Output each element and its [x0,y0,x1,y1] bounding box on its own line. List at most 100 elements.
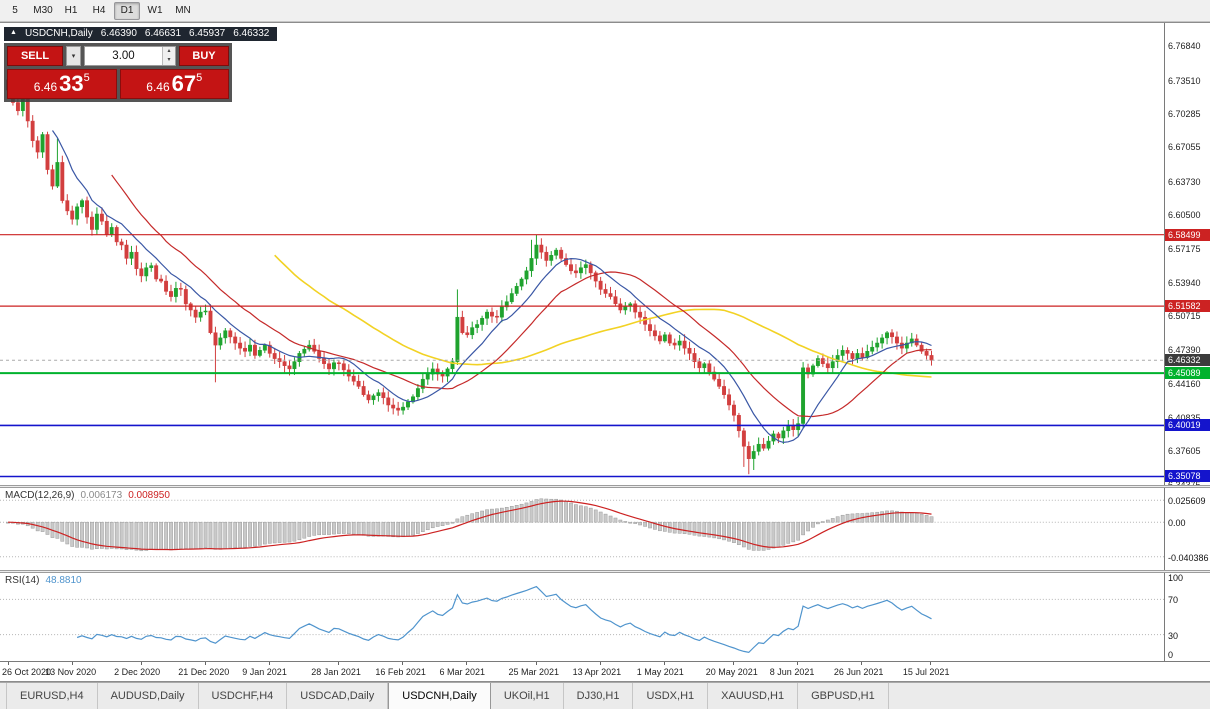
pane-splitter[interactable] [0,485,1210,488]
buy-price-button[interactable]: 6.46 67 5 [119,69,229,99]
rsi-canvas[interactable] [0,573,1164,661]
chart-tab-usdcad-daily[interactable]: USDCAD,Daily [287,683,389,709]
price-scale-label: 6.76840 [1168,41,1201,52]
time-axis-label: 20 May 2021 [705,667,758,677]
chart-window: ▲ USDCNH,Daily 6.46390 6.46631 6.45937 6… [0,22,1210,682]
chart-tab-usdchf-h4[interactable]: USDCHF,H4 [199,683,288,709]
timeframe-button-m30[interactable]: M30 [33,5,53,16]
chart-symbol-arrow-icon: ▲ [10,29,17,36]
time-axis-tick [338,662,340,665]
time-axis-tick [860,662,862,665]
price-scale-label: 6.60500 [1168,209,1201,220]
chart-tab-usdx-h1[interactable]: USDX,H1 [633,683,709,709]
rsi-scale-label: 70 [1168,595,1179,606]
sell-price-button[interactable]: 6.46 33 5 [7,69,117,99]
timeframe-button-w1[interactable]: W1 [147,5,163,16]
macd-scale-label: 0.00 [1168,518,1186,529]
current-price-badge: 6.46332 [1165,354,1210,367]
buy-price-prefix: 6.46 [146,80,170,94]
rsi-scale-label: 0 [1168,650,1174,660]
chart-tab-dj30-h1[interactable]: DJ30,H1 [564,683,634,709]
time-axis-label: 28 Jan 2021 [311,667,361,677]
price-scale-label: 6.70285 [1168,108,1201,119]
buy-button[interactable]: BUY [179,46,229,66]
rsi-scale[interactable]: 100 70 30 0 [1164,573,1210,661]
rsi-plot[interactable]: RSI(14) 48.8810 [0,573,1164,661]
macd-scale[interactable]: 0.025609 0.00 -0.040386 [1164,488,1210,570]
time-axis-tick [466,662,468,665]
ohlc-low: 6.45937 [189,28,226,39]
price-chart-canvas[interactable] [0,23,1164,485]
timeframe-button-5[interactable]: 5 [12,5,18,16]
sell-button[interactable]: SELL [7,46,63,66]
hline-price-badge: 6.58499 [1165,228,1210,241]
hline-price-badge: 6.35078 [1165,470,1210,483]
volume-decrease-icon[interactable]: ▾ [163,56,175,65]
timeframe-button-h4[interactable]: H4 [92,5,106,16]
rsi-pane: RSI(14) 48.8810 100 70 30 0 [0,573,1210,661]
macd-pane: MACD(12,26,9) 0.006173 0.008950 0.025609… [0,488,1210,570]
price-scale-label: 6.40835 [1168,413,1201,424]
volume-spinner: ▴ ▾ [162,47,175,65]
price-scale-label: 6.67055 [1168,142,1201,153]
price-scale-label: 6.73510 [1168,75,1201,86]
chart-symbol: USDCNH,Daily [24,28,93,39]
time-axis-label: 25 Mar 2021 [508,667,560,677]
price-scale[interactable]: 6.76840 6.73510 6.70285 6.67055 6.63730 6.605… [1164,23,1210,485]
time-axis-tick [599,662,601,665]
chart-tab-gbpusd-h1[interactable]: GBPUSD,H1 [798,683,889,709]
volume-increase-icon[interactable]: ▴ [163,47,175,56]
chart-tab-eurusd-h4[interactable]: EURUSD,H4 [6,683,98,709]
sell-price-prefix: 6.46 [33,80,58,94]
buy-price-big: 67 [171,71,197,96]
ohlc-close: 6.46332 [233,28,270,39]
time-axis-label: 9 Jan 2021 [242,667,287,677]
time-axis-tick [141,662,143,665]
chart-tab-usdcnh-daily[interactable]: USDCNH,Daily [388,683,491,709]
time-axis-label: 26 Oct 2020 [2,667,52,677]
macd-scale-label: -0.040386 [1168,552,1209,563]
macd-plot[interactable]: MACD(12,26,9) 0.006173 0.008950 [0,488,1164,570]
ohlc-high: 6.46631 [144,28,182,39]
chart-tab-ukoil-h1[interactable]: UKOil,H1 [491,683,564,709]
price-scale-label: 6.50715 [1168,311,1201,321]
one-click-trading-panel: SELL ▾ ▴ ▾ BUY 6.46 [4,43,232,102]
volume-dropdown-button[interactable]: ▾ [66,46,81,66]
timeframe-button-h1[interactable]: H1 [64,5,78,16]
price-scale-label: 6.53940 [1168,277,1201,288]
time-axis-label: 1 May 2021 [636,667,684,677]
hline-price-badge: 6.51582 [1165,300,1210,313]
volume-input[interactable] [85,47,162,65]
pane-splitter[interactable] [0,570,1210,573]
price-plot[interactable]: ▲ USDCNH,Daily 6.46390 6.46631 6.45937 6… [0,23,1164,485]
time-axis-label: 2 Dec 2020 [114,667,161,677]
hline-price-badge: 6.45089 [1165,367,1210,380]
ohlc-info-bar: ▲ USDCNH,Daily 6.46390 6.46631 6.45937 6… [4,27,278,41]
time-axis-tick [663,662,665,665]
time-axis-label: 6 Mar 2021 [439,667,486,677]
macd-canvas[interactable] [0,488,1164,570]
timeframe-toolbar: 5 M30 H1 H4 D1 W1 MN [0,0,1210,22]
rsi-scale-label: 30 [1168,630,1179,641]
price-scale-label: 6.57175 [1168,244,1201,255]
chart-tab-xauusd-h1[interactable]: XAUUSD,H1 [708,683,799,709]
price-pane: ▲ USDCNH,Daily 6.46390 6.46631 6.45937 6… [0,23,1210,485]
buy-price-sup: 5 [196,72,203,84]
chart-tab-audusd-daily[interactable]: AUDUSD,Daily [98,683,199,709]
time-axis-label: 21 Dec 2020 [178,667,230,677]
time-scale[interactable]: 26 Oct 2020 13 Nov 2020 2 Dec 2020 21 Dec 2… [0,661,1210,681]
macd-value-signal: 0.008950 [128,490,170,501]
timeframe-button-d1[interactable]: D1 [114,1,140,20]
rsi-name: RSI(14) [5,575,40,586]
macd-value-main: 0.006173 [80,490,123,501]
sell-price-big: 33 [59,71,84,96]
price-scale-label: 6.47390 [1168,345,1201,356]
time-axis-label: 26 Jun 2021 [833,667,884,677]
price-scale-label: 6.37605 [1168,446,1201,457]
time-axis-tick [535,662,537,665]
time-axis-tick [796,662,798,665]
time-axis-tick [72,662,74,665]
time-axis-tick [732,662,734,665]
timeframe-button-mn[interactable]: MN [175,5,191,16]
rsi-scale-label: 100 [1168,573,1184,583]
